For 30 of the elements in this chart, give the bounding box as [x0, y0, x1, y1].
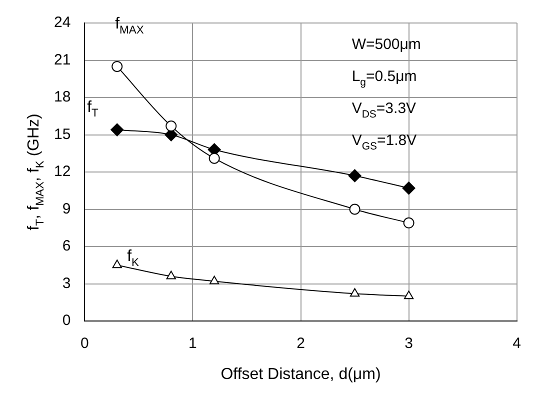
y-tick-label: 3 — [62, 274, 71, 292]
point — [403, 217, 414, 228]
point — [349, 204, 360, 215]
point — [210, 276, 220, 284]
y-axis-title: fT, fMAX, fK (GHz) — [26, 114, 46, 230]
x-tick-label: 4 — [512, 335, 521, 352]
x-tick-label: 2 — [296, 335, 305, 352]
y-tick-label: 18 — [54, 88, 71, 106]
y-tick-label: 21 — [54, 51, 71, 68]
point — [208, 152, 220, 164]
y-tick-label: 9 — [62, 200, 71, 218]
point — [348, 169, 362, 182]
x-axis-title: Offset Distance, d(μm) — [220, 366, 381, 383]
x-tick-label: 1 — [188, 335, 197, 352]
point — [402, 182, 416, 195]
point — [166, 270, 176, 280]
point — [110, 123, 124, 136]
y-tick-label: 15 — [54, 126, 71, 143]
point — [112, 260, 122, 268]
y-tick-label: 6 — [62, 238, 71, 255]
point — [350, 288, 360, 297]
annotation: W=500μm — [352, 36, 421, 53]
y-tick-label: 24 — [54, 14, 71, 32]
x-tick-label: 0 — [80, 335, 89, 352]
point — [166, 120, 177, 132]
point — [112, 60, 123, 72]
point — [404, 290, 414, 300]
y-tick-label: 0 — [62, 312, 71, 330]
x-tick-label: 3 — [404, 335, 413, 352]
y-tick-label: 12 — [54, 163, 71, 180]
